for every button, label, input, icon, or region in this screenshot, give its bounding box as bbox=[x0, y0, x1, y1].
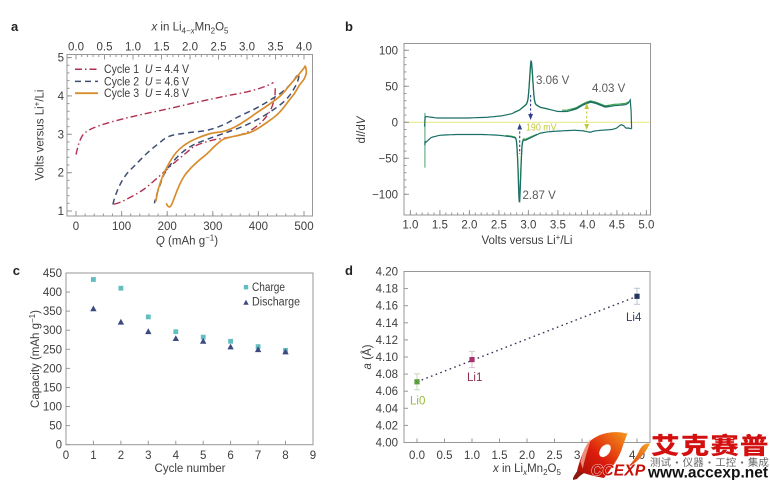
svg-text:400: 400 bbox=[43, 287, 62, 299]
svg-text:d: d bbox=[345, 263, 353, 278]
svg-text:1: 1 bbox=[90, 450, 96, 462]
svg-text:Discharge: Discharge bbox=[252, 297, 300, 309]
svg-text:1.0: 1.0 bbox=[402, 220, 418, 232]
svg-text:100: 100 bbox=[379, 45, 398, 57]
svg-text:4.16: 4.16 bbox=[376, 301, 398, 313]
svg-text:3.06 V: 3.06 V bbox=[536, 75, 570, 87]
svg-text:2.0: 2.0 bbox=[519, 450, 535, 462]
svg-text:−50: −50 bbox=[378, 153, 398, 165]
svg-text:3.0: 3.0 bbox=[520, 220, 536, 232]
svg-text:−100: −100 bbox=[372, 189, 398, 201]
svg-text:Charge: Charge bbox=[252, 282, 285, 294]
svg-text:b: b bbox=[345, 19, 353, 34]
svg-text:0.0: 0.0 bbox=[68, 42, 84, 54]
svg-text:4.10: 4.10 bbox=[376, 352, 398, 364]
svg-text:190 mV: 190 mV bbox=[526, 122, 557, 134]
svg-text:2.5: 2.5 bbox=[491, 220, 507, 232]
svg-text:1.5: 1.5 bbox=[154, 42, 170, 54]
svg-text:8: 8 bbox=[282, 450, 288, 462]
svg-text:2.5: 2.5 bbox=[547, 450, 563, 462]
svg-text:100: 100 bbox=[112, 221, 131, 233]
svg-text:400: 400 bbox=[249, 221, 268, 233]
svg-text:450: 450 bbox=[43, 268, 62, 280]
svg-text:1.5: 1.5 bbox=[432, 220, 448, 232]
svg-text:2.5: 2.5 bbox=[211, 42, 227, 54]
svg-text:200: 200 bbox=[158, 221, 177, 233]
svg-text:4.14: 4.14 bbox=[376, 318, 399, 330]
svg-text:Li4: Li4 bbox=[626, 312, 642, 324]
svg-text:50: 50 bbox=[49, 421, 62, 433]
svg-text:Capacity (mAh g−1): Capacity (mAh g−1) bbox=[28, 310, 42, 408]
svg-text:150: 150 bbox=[43, 383, 62, 395]
svg-text:5: 5 bbox=[58, 53, 64, 65]
svg-text:2.0: 2.0 bbox=[182, 42, 198, 54]
svg-text:0: 0 bbox=[392, 117, 398, 129]
svg-text:3.0: 3.0 bbox=[239, 42, 255, 54]
svg-text:Volts versus Li+/Li: Volts versus Li+/Li bbox=[33, 90, 47, 181]
svg-text:1: 1 bbox=[58, 206, 64, 218]
svg-text:500: 500 bbox=[294, 221, 313, 233]
svg-text:2.87 V: 2.87 V bbox=[523, 190, 557, 202]
svg-text:4.00: 4.00 bbox=[376, 438, 398, 450]
svg-text:1.5: 1.5 bbox=[492, 450, 508, 462]
svg-text:4.0: 4.0 bbox=[579, 220, 595, 232]
svg-text:5.0: 5.0 bbox=[638, 220, 654, 232]
svg-text:Cycle 2 U = 4.6 V: Cycle 2 U = 4.6 V bbox=[104, 76, 189, 88]
svg-text:4: 4 bbox=[173, 450, 180, 462]
svg-text:4.08: 4.08 bbox=[376, 369, 398, 381]
svg-text:4.04: 4.04 bbox=[376, 403, 399, 415]
svg-text:4.5: 4.5 bbox=[609, 220, 625, 232]
svg-text:4.0: 4.0 bbox=[296, 42, 312, 54]
svg-text:4.18: 4.18 bbox=[376, 284, 398, 296]
svg-text:100: 100 bbox=[43, 402, 62, 414]
svg-text:6: 6 bbox=[227, 450, 233, 462]
svg-text:3: 3 bbox=[58, 129, 64, 141]
svg-text:Volts versus Li+/Li: Volts versus Li+/Li bbox=[482, 233, 573, 247]
svg-text:1.0: 1.0 bbox=[464, 450, 480, 462]
svg-text:300: 300 bbox=[43, 325, 62, 337]
svg-text:5: 5 bbox=[200, 450, 206, 462]
svg-text:x in Li4−xMn2O5: x in Li4−xMn2O5 bbox=[150, 22, 229, 36]
svg-text:Cycle 3 U = 4.8 V: Cycle 3 U = 4.8 V bbox=[104, 88, 189, 100]
svg-text:4.20: 4.20 bbox=[376, 267, 398, 279]
svg-text:4.03 V: 4.03 V bbox=[592, 83, 626, 95]
svg-text:200: 200 bbox=[43, 363, 62, 375]
svg-text:1.0: 1.0 bbox=[125, 42, 141, 54]
svg-text:Li0: Li0 bbox=[410, 396, 425, 408]
svg-text:Cycle number: Cycle number bbox=[155, 463, 226, 475]
svg-text:c: c bbox=[13, 263, 20, 278]
svg-text:2: 2 bbox=[118, 450, 124, 462]
svg-text:250: 250 bbox=[43, 344, 62, 356]
svg-text:9: 9 bbox=[310, 450, 316, 462]
svg-text:www.accexp.net: www.accexp.net bbox=[647, 465, 768, 480]
svg-text:4.06: 4.06 bbox=[376, 386, 398, 398]
svg-text:0.0: 0.0 bbox=[409, 450, 425, 462]
svg-text:50: 50 bbox=[385, 81, 398, 93]
svg-text:a: a bbox=[11, 19, 19, 34]
svg-text:Q (mAh g−1): Q (mAh g−1) bbox=[156, 234, 218, 248]
svg-text:4: 4 bbox=[58, 91, 65, 103]
svg-text:dI/dV: dI/dV bbox=[356, 115, 368, 143]
svg-text:x in LixMn2O5: x in LixMn2O5 bbox=[492, 463, 561, 477]
svg-text:300: 300 bbox=[203, 221, 222, 233]
svg-text:7: 7 bbox=[255, 450, 261, 462]
svg-text:CCEXP: CCEXP bbox=[591, 463, 646, 480]
svg-text:Li1: Li1 bbox=[467, 372, 482, 384]
svg-text:0.5: 0.5 bbox=[97, 42, 113, 54]
svg-text:0: 0 bbox=[63, 450, 69, 462]
svg-text:3.5: 3.5 bbox=[268, 42, 284, 54]
svg-text:Cycle 1 U = 4.4 V: Cycle 1 U = 4.4 V bbox=[104, 64, 189, 76]
svg-text:0.5: 0.5 bbox=[437, 450, 453, 462]
svg-text:3.5: 3.5 bbox=[550, 220, 566, 232]
svg-text:a (Å): a (Å) bbox=[361, 344, 374, 369]
svg-text:0: 0 bbox=[73, 221, 79, 233]
svg-text:3: 3 bbox=[145, 450, 151, 462]
svg-text:350: 350 bbox=[43, 306, 62, 318]
svg-text:0: 0 bbox=[56, 440, 62, 452]
svg-text:2.0: 2.0 bbox=[461, 220, 477, 232]
svg-text:2: 2 bbox=[58, 168, 64, 180]
svg-text:4.02: 4.02 bbox=[376, 420, 398, 432]
svg-text:4.12: 4.12 bbox=[376, 335, 398, 347]
